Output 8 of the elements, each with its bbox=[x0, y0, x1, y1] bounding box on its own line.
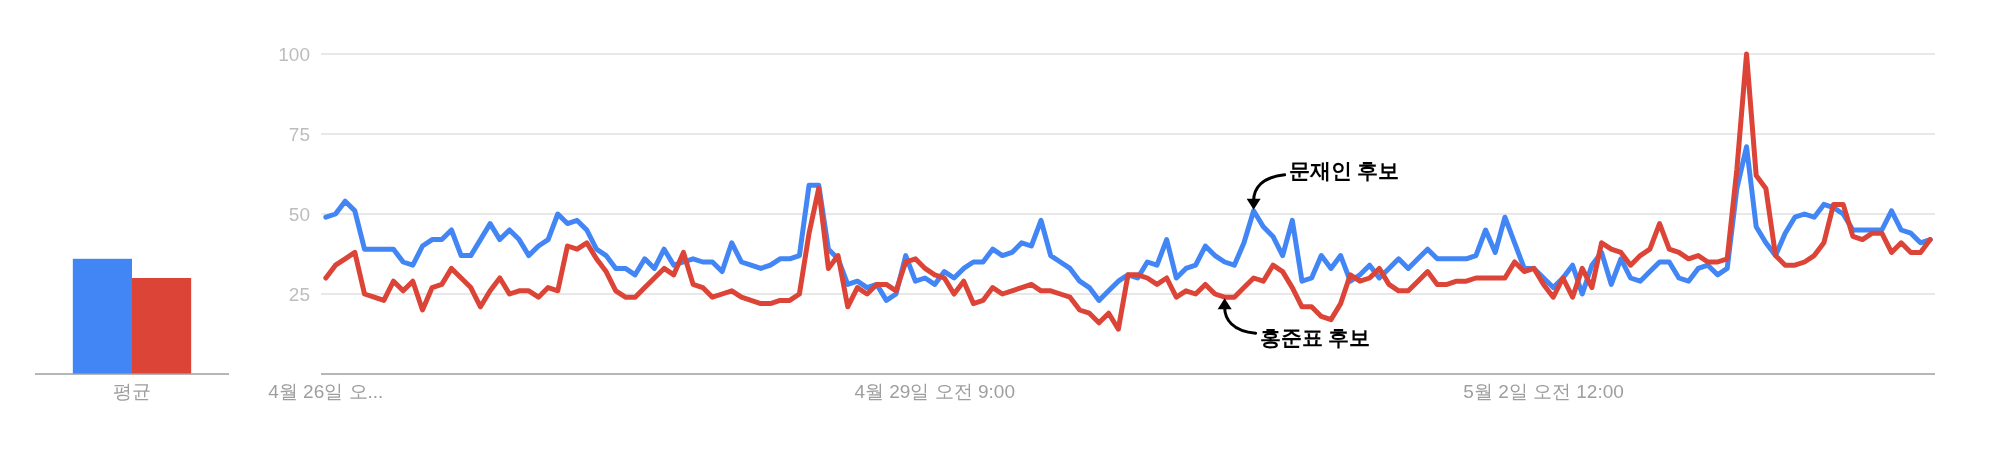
x-tick-label: 4월 26일 오... bbox=[268, 380, 384, 402]
y-tick-label: 100 bbox=[278, 43, 310, 65]
x-tick-label: 4월 29일 오전 9:00 bbox=[854, 380, 1015, 402]
y-tick-label: 75 bbox=[288, 123, 310, 145]
category-label: 평균 bbox=[113, 380, 151, 402]
x-tick-label: 5월 2일 오전 12:00 bbox=[1463, 380, 1624, 402]
y-tick-label: 50 bbox=[288, 203, 310, 225]
y-tick-label: 25 bbox=[288, 283, 310, 305]
